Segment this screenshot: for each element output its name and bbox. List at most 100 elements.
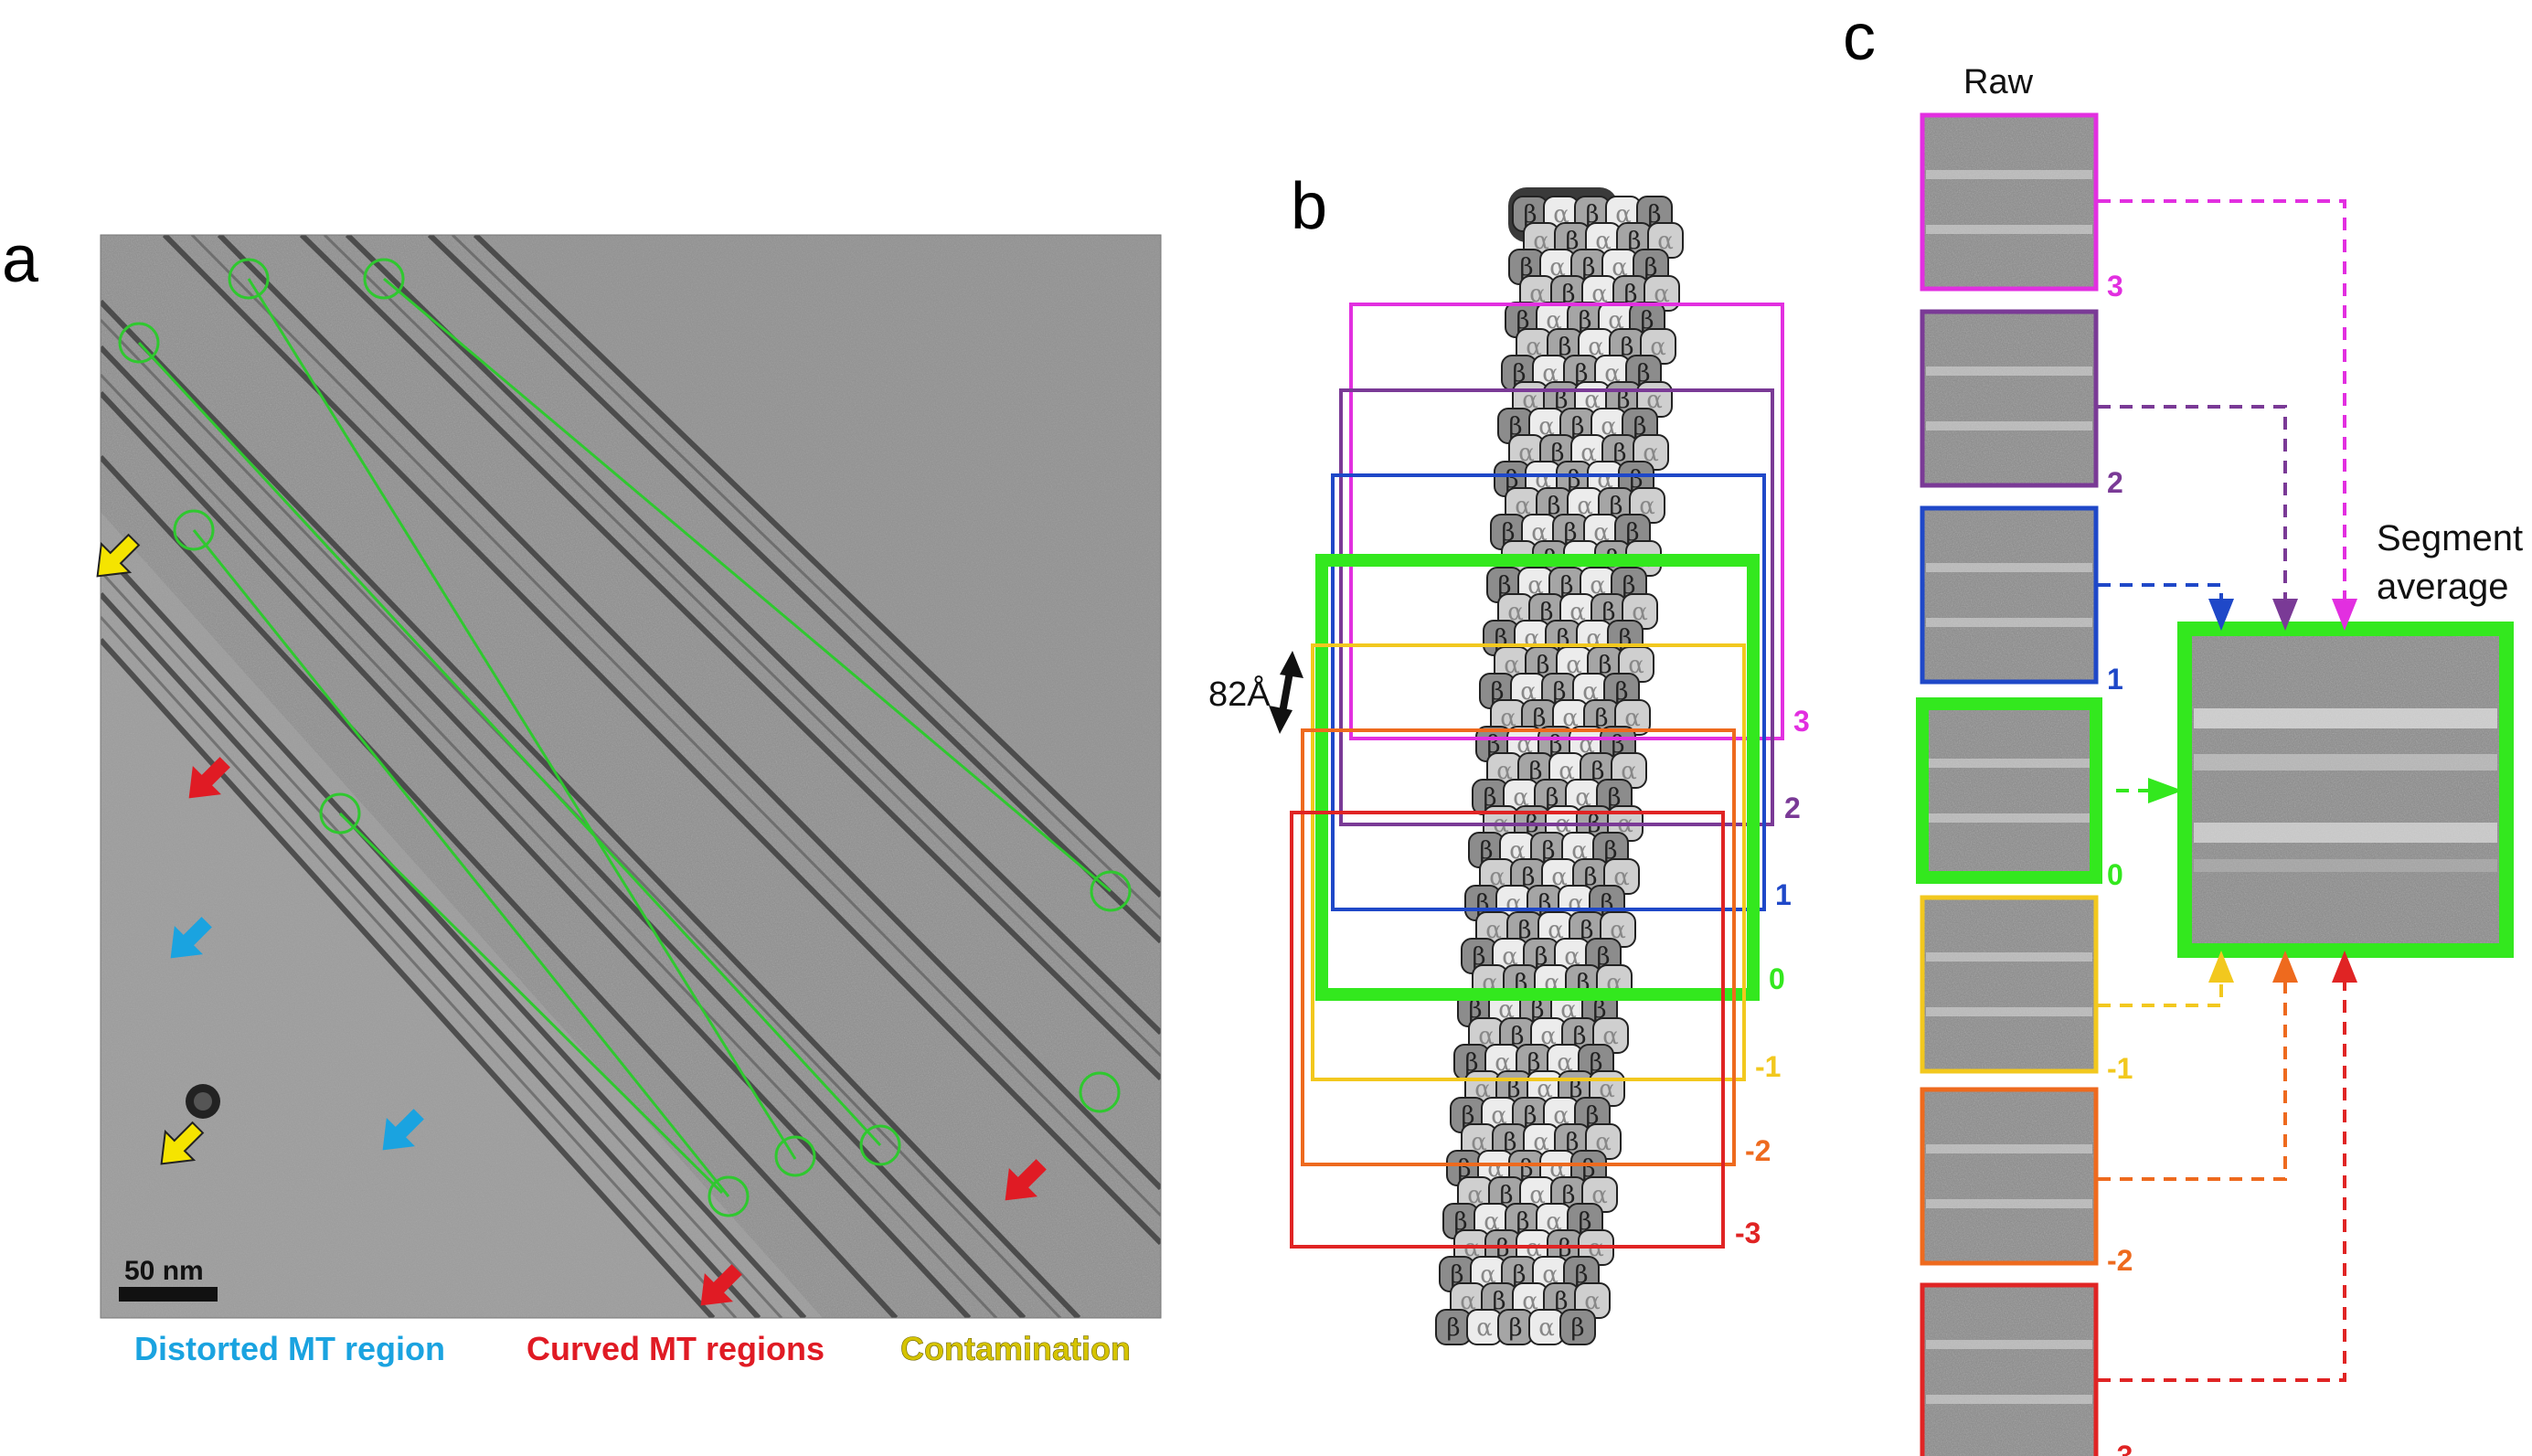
curved-arrow-icon <box>188 757 230 799</box>
alpha-label: α <box>1507 599 1524 626</box>
beta-label: β <box>1547 493 1560 520</box>
alpha-label: α <box>1571 837 1588 865</box>
raw-segment-texture <box>1922 115 2096 289</box>
alpha-label: α <box>1553 1102 1569 1130</box>
alpha-label: α <box>1562 705 1579 732</box>
beta-label: β <box>1472 943 1485 971</box>
beta-label: β <box>1510 1023 1524 1050</box>
arrow-up-icon <box>2208 951 2234 983</box>
distorted-arrow-icon <box>170 917 212 959</box>
alpha-label: α <box>1557 1049 1573 1077</box>
raw-segment-frame--3 <box>1920 1282 2099 1456</box>
raw-segment-label--3: -3 <box>2107 1440 2133 1456</box>
alpha-label: α <box>1549 254 1566 282</box>
beta-label: β <box>1565 228 1579 255</box>
alpha-label: α <box>1471 1129 1487 1156</box>
beta-label: β <box>1569 1076 1582 1103</box>
beta-label: β <box>1561 1182 1575 1209</box>
segment-boxes <box>1290 303 1784 1249</box>
alpha-label: α <box>1467 1182 1484 1209</box>
alpha-label: α <box>1460 1288 1476 1315</box>
beta-label: β <box>1521 864 1535 891</box>
beta-label: β <box>1468 996 1482 1024</box>
raw-segment-stripe <box>1926 618 2092 627</box>
alpha-label: α <box>1518 440 1535 467</box>
raw-segments: 3 2 1 0 -1 -2 -3 <box>1916 112 2133 1456</box>
alpha-label: α <box>1480 1261 1496 1289</box>
alpha-label: α <box>1498 996 1515 1024</box>
beta-label: β <box>1616 387 1630 414</box>
legend-curved: Curved MT regions <box>527 1330 824 1367</box>
raw-segment-frame-2 <box>1920 309 2099 488</box>
raw-segment-stripe <box>1926 563 2092 572</box>
beta-label: β <box>1614 678 1628 706</box>
raw-segment-texture <box>1922 1089 2096 1263</box>
alpha-label: α <box>1546 307 1562 335</box>
beta-label: β <box>1585 201 1599 228</box>
beta-label: β <box>1490 678 1504 706</box>
mt-traces <box>118 258 1132 1217</box>
alpha-label: α <box>1549 1155 1566 1183</box>
beta-label: β <box>1497 572 1511 600</box>
beta-label: β <box>1545 784 1559 812</box>
alpha-label: α <box>1476 1314 1493 1342</box>
distorted-arrow-icon <box>382 1109 424 1151</box>
alpha-label: α <box>1584 387 1601 414</box>
arrow-right-icon <box>2148 778 2183 803</box>
alpha-label: α <box>1577 493 1593 520</box>
raw-segment-label-1: 1 <box>2107 663 2123 696</box>
beta-label: β <box>1572 1023 1586 1050</box>
alpha-label: α <box>1487 1155 1504 1183</box>
raw-segment-stripe <box>1926 1199 2092 1208</box>
box-0 <box>1315 554 1760 1001</box>
alpha-label: α <box>1485 917 1502 944</box>
beta-label: β <box>1528 758 1542 785</box>
beta-label: β <box>1625 519 1639 547</box>
connector-arrowheads <box>2148 599 2357 983</box>
curved-arrow-icon <box>1005 1159 1047 1201</box>
beta-label: β <box>1620 334 1633 361</box>
arrow-down-icon <box>2208 599 2234 631</box>
alpha-label: α <box>1584 1288 1601 1315</box>
box-label-3: 3 <box>1793 705 1810 738</box>
micrograph <box>101 235 1161 1318</box>
beta-label: β <box>1530 996 1544 1024</box>
box-2 <box>1339 388 1774 826</box>
legend-distorted: Distorted MT region <box>134 1330 445 1367</box>
alpha-label: α <box>1515 493 1531 520</box>
box-label--2: -2 <box>1745 1134 1771 1167</box>
raw-segment-label-3: 3 <box>2107 270 2123 303</box>
alpha-label: α <box>1529 281 1546 308</box>
alpha-label: α <box>1533 1129 1549 1156</box>
alpha-label: α <box>1489 864 1505 891</box>
raw-segment-texture <box>1922 312 2096 485</box>
beta-label: β <box>1629 466 1643 494</box>
measure-label: 82Å <box>1208 674 1271 714</box>
beta-label: β <box>1585 1102 1599 1130</box>
beta-label: β <box>1609 493 1622 520</box>
alpha-label: α <box>1595 1129 1612 1156</box>
raw-segment-stripe <box>1926 1144 2092 1153</box>
alpha-label: α <box>1599 1076 1615 1103</box>
raw-segment-frame-3 <box>1920 112 2099 292</box>
alpha-label: α <box>1602 1023 1619 1050</box>
alpha-label: α <box>1564 943 1580 971</box>
alpha-label: α <box>1538 413 1555 441</box>
beta-label: β <box>1594 705 1608 732</box>
contamination-arrow-icon <box>160 1121 205 1165</box>
beta-label: β <box>1601 599 1615 626</box>
beta-label: β <box>1450 1261 1463 1289</box>
alpha-label: α <box>1612 254 1628 282</box>
raw-segment-frame-0 <box>1916 697 2102 884</box>
alpha-label: α <box>1588 334 1604 361</box>
raw-segment-label--1: -1 <box>2107 1052 2133 1085</box>
average-title-1: Segment <box>2377 518 2523 558</box>
beta-label: β <box>1532 705 1546 732</box>
beta-label: β <box>1501 519 1515 547</box>
alpha-label: α <box>1522 1288 1538 1315</box>
alpha-label: α <box>1615 201 1632 228</box>
alpha-label: α <box>1582 678 1599 706</box>
beta-label: β <box>1580 917 1593 944</box>
raw-segment-label--2: -2 <box>2107 1244 2133 1277</box>
